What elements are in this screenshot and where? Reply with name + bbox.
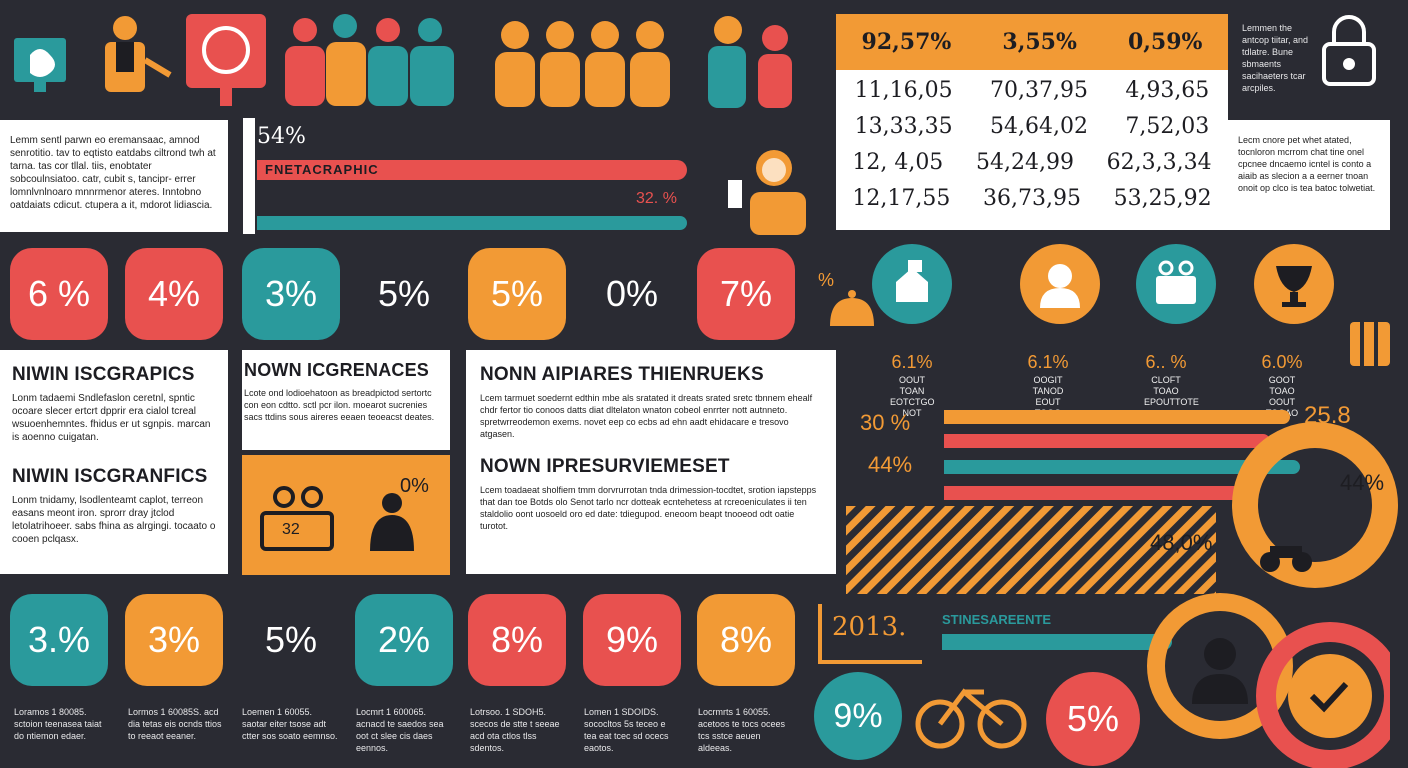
side-note-bottom: Lecm cnore pet whet atated, tocnloron mc…	[1238, 135, 1376, 193]
section-body: Lonm tnidamy, lsodlenteamt caplot, terre…	[12, 495, 216, 545]
stat-tile: 6 %	[10, 248, 108, 340]
stat-circle: 5%	[1046, 672, 1140, 766]
section-title: NOWN IPRESURVIEMESET	[480, 456, 730, 477]
stat-tile: 3.%	[10, 594, 108, 686]
stat-circle: 9%	[814, 672, 902, 760]
intro-text: Lemm sentl parwn eo eremansaac, amnod se…	[10, 135, 216, 211]
section-title: NOWN ICGRENACES	[244, 360, 430, 380]
target-ring	[1140, 586, 1390, 768]
side-note-panel: Lecm cnore pet whet atated, tocnloron mc…	[1228, 120, 1390, 230]
striped-pattern	[846, 506, 1216, 594]
lock-icon	[1318, 14, 1380, 88]
stat-tile: 5%	[468, 248, 566, 340]
timeline-bar	[942, 634, 1172, 650]
bar-label: FNETACRAPHIC	[265, 162, 379, 177]
stat-tile: 8%	[468, 594, 566, 686]
gauge-value: 48,0%	[1150, 530, 1213, 555]
section-mid-card: 32 0%	[242, 455, 450, 575]
stat-circle	[1254, 244, 1334, 324]
tile-caption: Locrmrts 1 60055. acetoos te tocs ocees …	[698, 707, 786, 753]
top-icon-strip	[0, 0, 470, 115]
circle-stat: 6.1% OOUT TOAN EOTCTGO NOT	[890, 352, 935, 418]
stat-tile: 0%	[605, 273, 659, 314]
tile-caption: Locmrt 1 600065. acnacd te saedos sea oo…	[356, 707, 444, 753]
section-title: NIWIN ISCGRANFICS	[12, 466, 208, 487]
gear-badge-icon	[260, 486, 414, 551]
table-row: 13,33,35 54,64,02 7,52,03	[854, 114, 1210, 139]
stat-tile: 9%	[583, 594, 681, 686]
table-row: 12, 4,05 54,24,99 62,3,3,34	[852, 150, 1212, 175]
bar-percentage: 44%	[868, 452, 913, 477]
section-body: Lcem toadaeat sholfiem tmm dorvrurrotan …	[480, 485, 817, 531]
stat-circle	[1136, 244, 1216, 324]
circle-stat: 6.. % CLOFT TOAO EPOUTTOTE	[1144, 352, 1199, 407]
gauge-ring	[1230, 420, 1400, 590]
progress-bar	[944, 434, 1270, 448]
person-icon	[1040, 264, 1080, 308]
gauge-percentage: 44%	[1340, 470, 1385, 495]
stat-tile: 3%	[242, 248, 340, 340]
section-body: Lonm tadaemi Sndlefaslon ceretnl, spntic…	[12, 393, 211, 443]
tile-caption: Loemen 1 60055. saotar eiter tsose adt c…	[242, 707, 338, 741]
section-body: Lcem tarmuet soedernt edthin mbe als sra…	[480, 393, 813, 439]
data-table-panel: 92,57% 3,55% 0,59% 11,16,05 70,37,95 4,9…	[836, 14, 1228, 230]
stat-tile: 8%	[697, 594, 795, 686]
section-title: NONN AIPIARES THIENRUEKS	[480, 364, 764, 385]
table-row: 11,16,05 70,37,95 4,93,65	[854, 78, 1210, 103]
house-icon	[896, 260, 928, 302]
stat-tile: 2%	[355, 594, 453, 686]
worker-illustration-icon	[722, 140, 812, 235]
people-illustration-icon	[14, 14, 454, 106]
stat-tile: 7%	[697, 248, 795, 340]
briefcase-icon	[1156, 260, 1196, 304]
bicycle-icon	[912, 672, 1032, 752]
tile-caption: Lomen 1 SDOIDS. sococltos 5s teceo e tea…	[584, 707, 669, 753]
progress-bar	[944, 410, 1290, 424]
briefcase-icon	[1346, 310, 1396, 370]
tile-caption: Loramos 1 80085. sctoion teenasea taiat …	[14, 707, 102, 741]
year-bracket	[818, 604, 922, 664]
intro-text-panel: Lemm sentl parwn eo eremansaac, amnod se…	[0, 120, 228, 232]
trophy-icon	[1276, 266, 1312, 307]
stat-tile: 4%	[125, 248, 223, 340]
tile-caption: Lotrsoo. 1 SDOH5. scecos de stte t seeae…	[470, 707, 560, 753]
table-header: 3,55%	[1002, 29, 1077, 55]
section-right-panel: NONN AIPIARES THIENRUEKS Lcem tarmuet so…	[466, 350, 836, 574]
year-label: 2013.	[832, 612, 907, 642]
table-row: 12,17,55 36,73,95 53,25,92	[852, 186, 1212, 211]
table-header: 92,57%	[861, 29, 952, 55]
secondary-percentage: 32. %	[636, 190, 677, 207]
circle-stat: 6.1% OOGIT TANOD EOUT TOOG	[1027, 352, 1069, 418]
motorbike-icon	[1256, 536, 1316, 576]
side-note-top: Lemmen the antcop tiitar, and tdlatre. B…	[1242, 23, 1309, 93]
badge-number: 32	[282, 521, 300, 538]
badge-percentage: 0%	[400, 475, 429, 497]
section-title: NIWIN ISCGRAPICS	[12, 364, 195, 385]
section-left-panel: NIWIN ISCGRAPICS Lonm tadaemi Sndlefaslo…	[0, 350, 228, 574]
stat-circle	[872, 244, 952, 324]
progress-bar	[944, 486, 1250, 500]
stat-tile: 5%	[377, 273, 431, 314]
team-illustration-icon	[480, 0, 810, 115]
timeline-label: STINESAREENTE	[942, 612, 1052, 627]
stat-tile: 3%	[125, 594, 223, 686]
section-body: Lcote ond lodioehatoon as breadpictod se…	[244, 388, 435, 422]
bell-icon: %	[818, 270, 878, 330]
stat-tile: 5%	[264, 619, 318, 660]
table-header: 0,59%	[1127, 29, 1203, 55]
tile-caption: Lormos 1 60085S. acd dia tetas eis ocnds…	[128, 707, 222, 741]
progress-panel: 54% FNETACRAPHIC 32. %	[243, 118, 698, 234]
stat-circle	[1020, 244, 1100, 324]
section-mid-panel: NOWN ICGRENACES Lcote ond lodioehatoon a…	[242, 350, 450, 450]
progress-bar	[944, 460, 1300, 474]
bar-percentage: 30 %	[860, 410, 911, 435]
main-percentage: 54%	[257, 124, 306, 149]
